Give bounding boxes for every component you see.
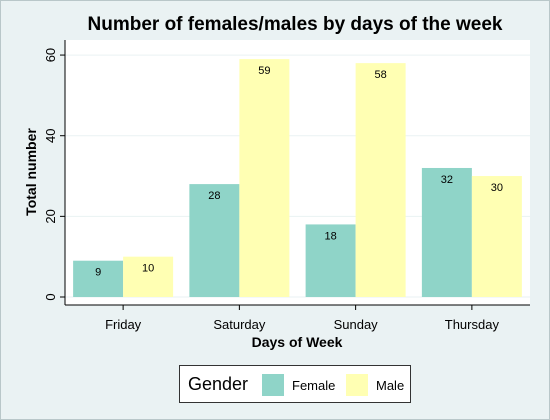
bar-female-friday <box>73 260 124 297</box>
bar-label-male-friday: 10 <box>142 263 154 275</box>
bar-male-friday <box>123 256 174 297</box>
legend-title: Gender <box>188 374 249 394</box>
bar-label-female-friday: 9 <box>95 267 101 279</box>
legend-label-female: Female <box>292 378 336 393</box>
x-tick-label-friday: Friday <box>105 317 142 332</box>
bar-female-saturday <box>189 184 240 297</box>
bar-male-thursday <box>471 176 522 297</box>
bar-female-thursday <box>421 167 472 297</box>
bar-label-female-sunday: 18 <box>325 230 337 242</box>
x-tick-label-saturday: Saturday <box>213 317 266 332</box>
x-tick-label-thursday: Thursday <box>445 317 500 332</box>
y-axis-label: Total number <box>23 128 39 216</box>
y-ticks: 0 20 40 60 <box>43 48 65 301</box>
bar-male-saturday <box>239 59 290 298</box>
y-tick-label-40: 40 <box>43 128 58 142</box>
bar-label-female-thursday: 32 <box>441 174 453 186</box>
legend-label-male: Male <box>376 378 405 393</box>
x-tick-label-sunday: Sunday <box>334 317 379 332</box>
bar-label-female-saturday: 28 <box>208 190 220 202</box>
bar-label-male-saturday: 59 <box>258 65 270 77</box>
legend-swatch-female <box>262 374 284 396</box>
x-ticks: Friday Saturday Sunday Thursday <box>105 305 499 332</box>
bar-label-male-thursday: 30 <box>491 182 503 194</box>
bar-label-male-sunday: 58 <box>375 69 387 81</box>
legend-swatch-male <box>346 374 368 396</box>
bar-female-sunday <box>305 224 356 297</box>
bar-labels: 9 10 28 59 18 58 32 30 <box>95 65 503 279</box>
bars <box>73 59 522 298</box>
y-tick-label-60: 60 <box>43 48 58 62</box>
legend: Gender Female Male <box>179 365 411 403</box>
y-tick-label-0: 0 <box>43 293 58 300</box>
bar-male-sunday <box>355 63 406 298</box>
chart-title: Number of females/males by days of the w… <box>88 14 503 35</box>
y-tick-label-20: 20 <box>43 209 58 223</box>
x-axis-label: Days of Week <box>252 334 343 350</box>
